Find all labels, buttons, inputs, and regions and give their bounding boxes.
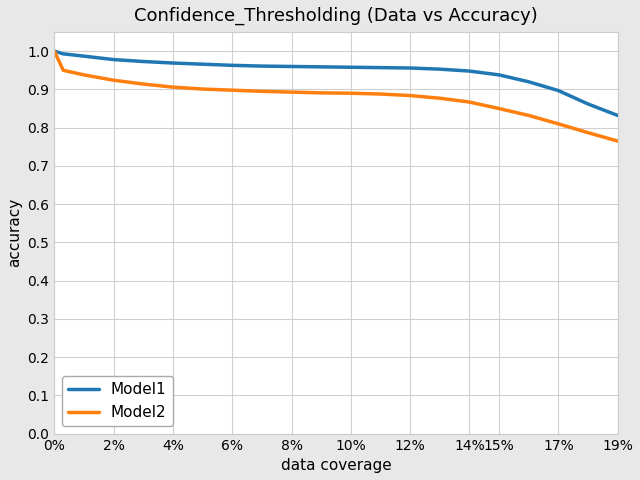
Line: Model1: Model1 — [54, 51, 618, 115]
Model2 — [584, 130, 592, 135]
Title: Confidence_Thresholding (Data vs Accuracy): Confidence_Thresholding (Data vs Accurac… — [134, 7, 538, 25]
Model2 — [406, 93, 414, 98]
Model2 — [60, 67, 67, 73]
Model2 — [614, 138, 621, 144]
Model1 — [60, 51, 67, 57]
Model1 — [140, 59, 147, 64]
Model2 — [495, 106, 503, 111]
Model1 — [288, 63, 296, 69]
Model1 — [584, 101, 592, 107]
X-axis label: data coverage: data coverage — [280, 458, 392, 473]
Y-axis label: accuracy: accuracy — [7, 198, 22, 267]
Model1 — [376, 65, 384, 71]
Model1 — [436, 66, 444, 72]
Legend: Model1, Model2: Model1, Model2 — [62, 376, 173, 426]
Model1 — [51, 48, 58, 54]
Model2 — [140, 81, 147, 87]
Model1 — [495, 72, 503, 78]
Model2 — [199, 86, 207, 92]
Model2 — [436, 96, 444, 101]
Model2 — [80, 72, 88, 78]
Model2 — [110, 77, 118, 83]
Model2 — [228, 87, 236, 93]
Model1 — [228, 62, 236, 68]
Model2 — [169, 84, 177, 90]
Model2 — [465, 99, 473, 105]
Model1 — [258, 63, 266, 69]
Model2 — [554, 121, 562, 127]
Model1 — [347, 64, 355, 70]
Model1 — [317, 64, 325, 70]
Model1 — [110, 57, 118, 62]
Line: Model2: Model2 — [54, 51, 618, 141]
Model1 — [406, 65, 414, 71]
Model2 — [525, 112, 532, 118]
Model1 — [614, 112, 621, 118]
Model2 — [51, 48, 58, 54]
Model2 — [376, 91, 384, 97]
Model2 — [258, 88, 266, 94]
Model1 — [80, 53, 88, 59]
Model2 — [347, 90, 355, 96]
Model1 — [554, 88, 562, 94]
Model1 — [199, 61, 207, 67]
Model2 — [317, 90, 325, 96]
Model1 — [525, 79, 532, 84]
Model1 — [169, 60, 177, 66]
Model1 — [465, 68, 473, 74]
Model2 — [288, 89, 296, 95]
